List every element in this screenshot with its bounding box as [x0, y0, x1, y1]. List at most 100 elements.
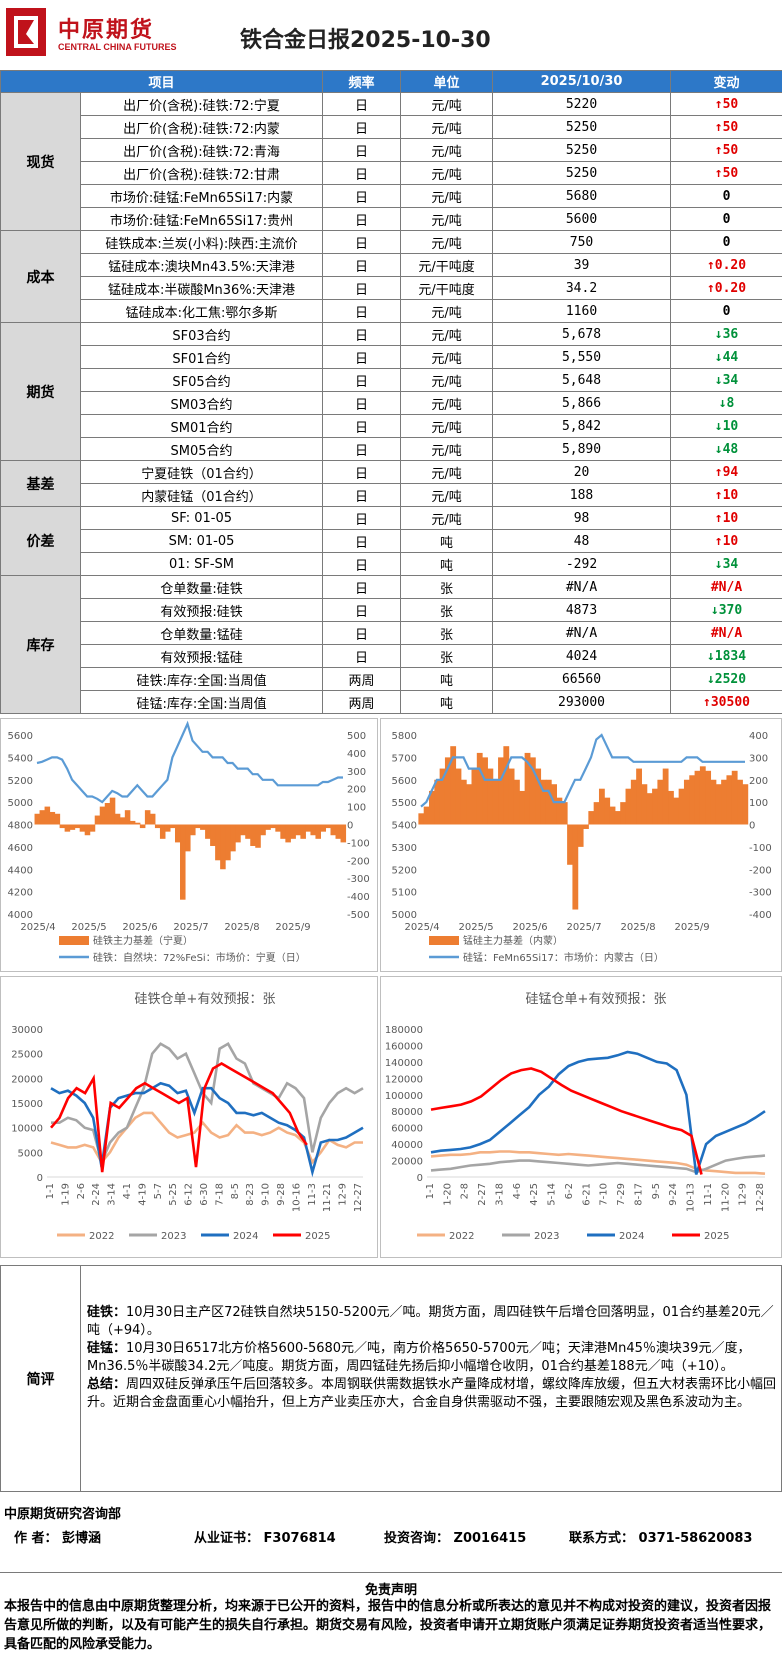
basis-bar	[340, 824, 347, 843]
change-cell: ↓2520	[670, 667, 782, 691]
item-cell: 锰硅成本:澳块Mn43.5%:天津港	[79, 253, 324, 277]
y-tick-label: 100000	[385, 1091, 423, 1102]
value-cell: 48	[492, 529, 672, 553]
y-right-tick-label: 400	[347, 749, 366, 760]
value-cell: 750	[492, 230, 672, 254]
basis-bar	[609, 806, 616, 825]
basis-bar	[124, 810, 131, 825]
item-cell: 仓单数量:硅铁	[79, 575, 324, 599]
basis-bar	[39, 810, 46, 825]
basis-bar	[185, 824, 191, 852]
basis-bar	[335, 824, 342, 839]
legend-label: 硅铁主力基差（宁夏）	[93, 934, 193, 947]
basis-bar	[240, 824, 246, 836]
basis-bar	[79, 824, 86, 832]
basis-bar	[225, 824, 231, 861]
basis-bar	[54, 813, 61, 825]
change-cell: ↓48	[670, 437, 782, 461]
arrow-down-icon: ↓	[706, 648, 715, 664]
basis-bar	[689, 775, 696, 825]
value-cell: #N/A	[492, 575, 672, 599]
value-cell: #N/A	[492, 621, 672, 645]
change-cell: ↓1834	[670, 644, 782, 668]
x-tick-label: 5-7	[153, 1183, 164, 1199]
unit-cell: 张	[400, 575, 494, 599]
basis-bar	[673, 797, 680, 825]
x-tick-label: 2025/5	[71, 922, 106, 933]
change-value: 36	[722, 326, 739, 342]
x-tick-label: 2025/4	[404, 922, 439, 933]
freq-cell: 日	[322, 575, 402, 599]
basis-bar	[508, 768, 515, 825]
report-title: 铁合金日报2025-10-30	[240, 28, 491, 53]
unit-cell: 元/吨	[400, 506, 494, 530]
basis-bar	[583, 824, 589, 829]
x-tick-label: 8-23	[245, 1183, 256, 1206]
freq-cell: 日	[322, 115, 402, 139]
category-label: 现货	[0, 92, 81, 231]
freq-cell: 日	[322, 345, 402, 369]
company-logo-icon	[6, 8, 46, 56]
x-tick-label: 12-27	[353, 1183, 364, 1212]
unit-cell: 吨	[400, 552, 494, 576]
item-cell: 市场价:硅锰:FeMn65Si17:内蒙	[79, 184, 324, 208]
item-cell: SM03合约	[79, 391, 324, 415]
basis-bar	[174, 824, 181, 843]
y-right-tick-label: -200	[347, 856, 370, 867]
basis-bar	[482, 757, 488, 825]
x-tick-label: 9-10	[261, 1183, 272, 1206]
value-cell: 5600	[492, 207, 672, 231]
cert-number: 从业证书： F3076814	[194, 1531, 336, 1546]
change-value: #N/A	[710, 579, 743, 595]
change-cell: 0	[670, 184, 782, 208]
item-cell: SM05合约	[79, 437, 324, 461]
freq-cell: 日	[322, 598, 402, 622]
basis-bar	[330, 824, 337, 836]
table-row: 有效预报:硅铁日张 4873 ↓370	[1, 598, 782, 622]
unit-cell: 元/吨	[400, 115, 494, 139]
chart-sife-warrants: 硅铁仓单+有效预报：张 0 5000 10000 15000 20000 25000 3000…	[0, 976, 378, 1258]
arrow-down-icon: ↓	[714, 418, 723, 434]
y-tick-label: 0	[37, 1173, 43, 1184]
x-tick-label: 5-25	[168, 1183, 179, 1206]
unit-cell: 元/吨	[400, 161, 494, 185]
basis-bar	[275, 824, 281, 832]
change-value: 50	[722, 119, 739, 135]
basis-bar	[114, 813, 121, 825]
item-cell: 有效预报:硅铁	[79, 598, 324, 622]
basis-bar	[305, 824, 311, 832]
unit-cell: 元/吨	[400, 345, 494, 369]
unit-cell: 元/干吨度	[400, 253, 494, 277]
x-tick-label: 2025/9	[674, 922, 709, 933]
research-dept: 中原期货研究咨询部	[4, 1507, 122, 1522]
change-cell: ↓370	[670, 598, 782, 622]
series-line	[430, 1150, 766, 1175]
change-value: 8	[726, 395, 735, 411]
value-cell: 20	[492, 460, 672, 484]
basis-bar	[139, 824, 146, 829]
change-value: 1834	[714, 648, 747, 664]
basis-bar	[215, 824, 221, 861]
arrow-down-icon: ↓	[714, 372, 723, 388]
unit-cell: 元/吨	[400, 483, 494, 507]
x-tick-label: 6-2	[564, 1183, 575, 1199]
x-tick-label: 6-21	[581, 1183, 592, 1206]
basis-bar	[104, 803, 111, 825]
y-left-tick-label: 5000	[8, 798, 33, 809]
table-row: 内蒙硅锰（01合约）日元/吨 188 ↑10	[1, 483, 782, 507]
y-left-tick-label: 5000	[392, 910, 417, 921]
comment-sife-head: 硅铁：	[87, 1305, 127, 1320]
freq-cell: 日	[322, 368, 402, 392]
x-tick-label: 2-6	[76, 1183, 87, 1199]
basis-bar	[195, 824, 201, 829]
col-header-item: 项目	[0, 70, 324, 93]
contact-phone: 联系方式： 0371-58620083	[569, 1531, 753, 1546]
basis-bar	[742, 784, 749, 825]
y-left-tick-label: 5200	[392, 865, 417, 876]
x-tick-label: 2025/6	[122, 922, 157, 933]
unit-cell: 张	[400, 598, 494, 622]
y-right-tick-label: -400	[749, 910, 772, 921]
y-left-tick-label: 5100	[392, 888, 417, 899]
y-tick-label: 60000	[391, 1124, 423, 1135]
change-value: #N/A	[710, 625, 743, 641]
